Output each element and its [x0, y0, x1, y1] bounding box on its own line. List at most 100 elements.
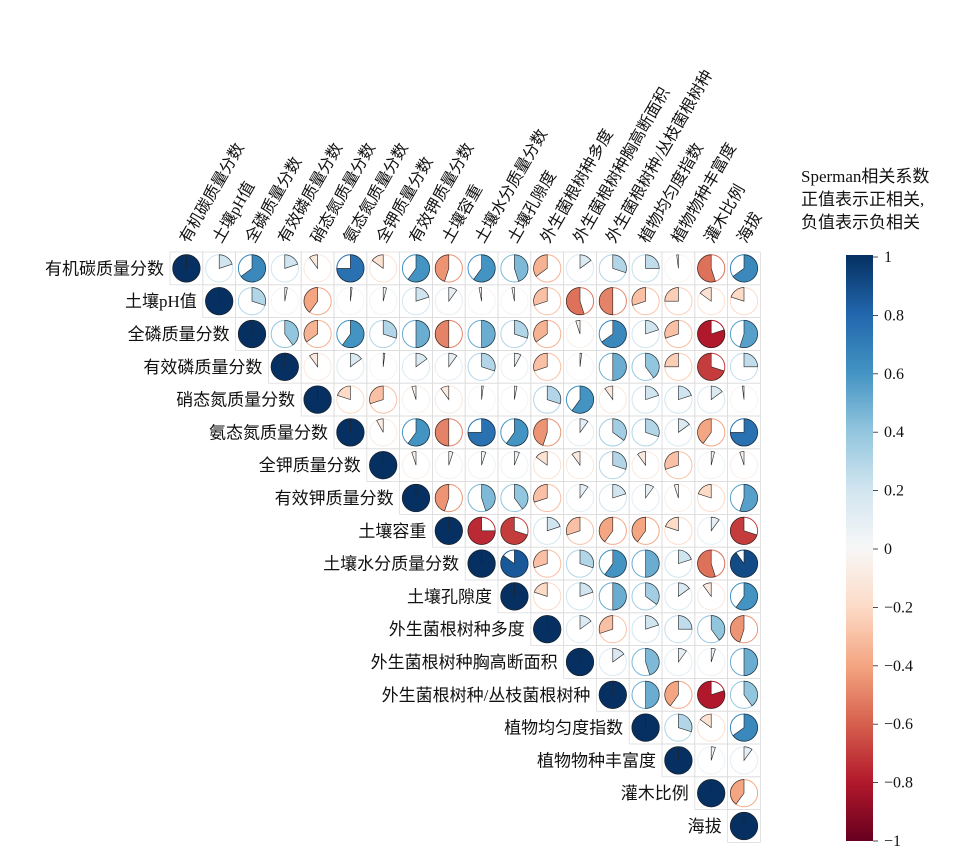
correlation-cell [664, 352, 693, 381]
cell-pie [645, 352, 660, 379]
cell-pie [579, 549, 594, 569]
correlation-cell [467, 516, 496, 545]
cell-pie [710, 516, 720, 532]
cell-pie [710, 615, 726, 641]
colorbar: 1 0.8 0.6 0.4 0.2 0 −0.2 −0.4 −0.6 −0.8 −1 [846, 249, 913, 850]
correlation-cell [434, 418, 463, 447]
cell-pie [678, 582, 690, 597]
cell-pie [533, 418, 548, 446]
row-label: 硝态氮质量分数 [176, 391, 295, 410]
cell-pie [546, 385, 562, 405]
row-label: 土壤孔隙度 [407, 586, 492, 606]
cell-pie [415, 352, 428, 368]
correlation-cell [205, 287, 234, 316]
correlation-cell [565, 287, 595, 316]
correlation-cell [729, 680, 759, 709]
cell-pie [533, 352, 548, 372]
cell-pie [743, 680, 758, 707]
cell-pie [612, 254, 627, 273]
correlation-cell [631, 647, 660, 677]
correlation-cell [729, 254, 759, 283]
correlation-cell [631, 287, 660, 316]
correlation-cell [336, 319, 365, 349]
cell-pie [743, 648, 758, 676]
cell-pie [645, 680, 660, 709]
cell-pie [579, 484, 589, 499]
cell-pie [434, 484, 450, 512]
correlation-cell [729, 319, 759, 349]
correlation-cell [729, 483, 759, 513]
cell-pie [514, 320, 529, 339]
colorbar-tick-label: 0.4 [884, 424, 904, 441]
correlation-cell [303, 352, 332, 381]
correlation-cell [598, 647, 627, 677]
row-label: 外生菌根树种多度 [389, 620, 525, 639]
correlation-cell [664, 319, 693, 349]
correlation-cell [664, 385, 693, 414]
cell-pie [631, 287, 646, 306]
cell-pie [514, 451, 520, 466]
cell-pie [309, 254, 318, 270]
cell-pie [533, 287, 548, 306]
cell-pie [500, 516, 528, 545]
cell-pie [699, 713, 712, 729]
correlation-cell [401, 287, 431, 316]
cell-pie [533, 549, 548, 569]
correlation-cell [500, 451, 529, 480]
correlation-cell [565, 451, 595, 480]
cell-pie [710, 451, 715, 466]
correlation-cell [598, 319, 627, 349]
correlation-cell [434, 352, 463, 381]
cell-pie [612, 418, 627, 441]
colorbar-tick-label: 0.8 [884, 307, 904, 324]
cell-pie [645, 615, 659, 630]
correlation-cell [729, 647, 759, 677]
cell-pie [637, 451, 646, 467]
correlation-cell [467, 352, 496, 381]
cell-pie [612, 352, 627, 381]
correlation-cell [401, 385, 431, 414]
correlation-cell [270, 287, 299, 316]
cell-pie [710, 648, 716, 663]
cell-pie [481, 352, 496, 372]
cell-pie [678, 713, 693, 733]
correlation-cell [729, 746, 759, 775]
legend-title-line-3: 负值表示负相关 [801, 213, 920, 232]
cell-pie [533, 582, 548, 597]
correlation-cell [697, 319, 726, 349]
correlation-cell [369, 254, 398, 283]
colorbar-tick-label: 0 [884, 541, 892, 558]
correlation-cell [533, 418, 562, 447]
cell-pie [697, 352, 725, 381]
cell-pie [579, 615, 592, 630]
correlation-cell [729, 516, 759, 545]
correlation-cell [336, 254, 365, 283]
correlation-cell [565, 385, 595, 414]
cell-pie [284, 287, 288, 302]
colorbar-tick-label: 0.2 [884, 483, 904, 500]
cell-pie [645, 254, 660, 269]
correlation-cell [533, 615, 562, 644]
correlation-cell [500, 319, 529, 349]
correlation-cell [631, 254, 660, 283]
correlation-cell [533, 582, 562, 611]
cell-pie [382, 287, 387, 302]
cell-pie [448, 451, 454, 466]
correlation-cell [664, 582, 693, 611]
correlation-cell [664, 746, 693, 775]
legend-title-line-1: Sperman相关系数 [801, 167, 930, 186]
cell-pie [575, 320, 581, 335]
correlation-cell [500, 418, 529, 447]
grid [169, 251, 761, 843]
cell-pie [730, 418, 758, 447]
correlation-cell [664, 287, 693, 316]
cell-pie [612, 451, 627, 470]
correlation-cell [598, 516, 627, 545]
cell-pie [546, 516, 561, 532]
cell-pie [601, 320, 627, 348]
correlation-cell [369, 352, 398, 381]
cell-pie [350, 352, 362, 368]
row-label: 土壤容重 [358, 521, 426, 541]
correlation-cell [533, 451, 562, 480]
cell-pie [598, 615, 614, 634]
